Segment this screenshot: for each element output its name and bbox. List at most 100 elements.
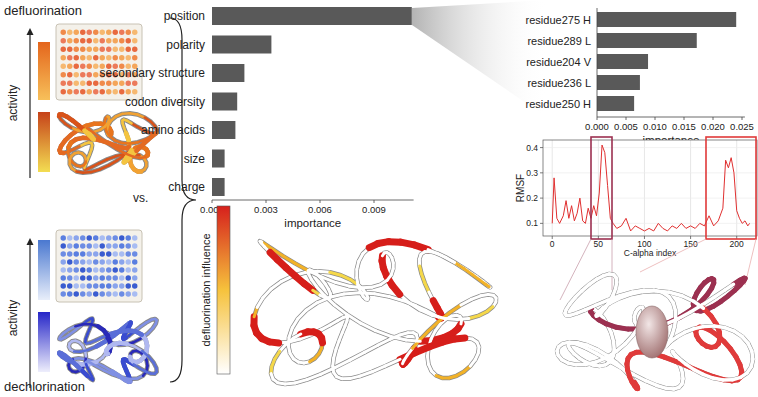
well (119, 251, 124, 256)
bar (212, 93, 237, 111)
color-bar-label: defluorination influence (200, 233, 212, 346)
arrow (29, 243, 30, 388)
protein-segment (295, 263, 308, 270)
protein-segment (321, 325, 330, 330)
rmsf-structure (557, 239, 756, 389)
protein-segment (406, 340, 420, 341)
protein-segment (341, 275, 350, 279)
protein-segment (409, 303, 420, 310)
well (67, 251, 72, 256)
protein-segment (271, 282, 281, 289)
protein-segment (361, 323, 376, 331)
protein-segment (414, 245, 428, 250)
well (113, 38, 118, 43)
bar (212, 36, 271, 54)
protein-segment (122, 378, 131, 379)
well (113, 267, 118, 272)
well (100, 30, 105, 35)
y-tick (540, 172, 543, 173)
well (93, 275, 98, 280)
protein-segment (111, 331, 120, 334)
protein-segment (702, 297, 714, 305)
bar (597, 33, 697, 48)
well (100, 243, 105, 248)
series-group (552, 145, 749, 231)
well (61, 283, 66, 288)
well (126, 243, 131, 248)
protein-segment (100, 165, 109, 169)
protein-segment (335, 305, 347, 314)
protein-segment (694, 301, 704, 308)
ligand-surface (636, 306, 668, 358)
plot-area (543, 140, 757, 236)
well (93, 81, 98, 86)
well (74, 267, 79, 272)
protein-segment (116, 149, 125, 154)
bar (212, 121, 235, 139)
protein-segment (361, 286, 372, 290)
well (67, 38, 72, 43)
well (61, 47, 66, 52)
well (126, 291, 131, 296)
plate-body (56, 24, 142, 100)
well (100, 267, 105, 272)
well (126, 38, 131, 43)
x-tick (742, 117, 743, 120)
well (80, 64, 85, 69)
well (106, 259, 111, 264)
protein-segment (133, 339, 141, 343)
x-tick-label: 50 (594, 239, 604, 249)
protein-segment (107, 143, 116, 149)
protein-segment (85, 127, 88, 130)
protein-segment (678, 312, 690, 319)
x-axis-title: importance (284, 217, 341, 229)
axis-label: activity (6, 85, 20, 122)
well (132, 81, 137, 86)
well (126, 81, 131, 86)
protein-segment (616, 344, 625, 352)
protein-segment (374, 294, 389, 297)
protein-segment (321, 368, 336, 375)
well (74, 251, 79, 256)
well (80, 235, 85, 240)
protein-segment (317, 287, 325, 296)
well (87, 81, 92, 86)
protein-segment (324, 295, 334, 304)
protein-segment (257, 298, 263, 307)
well (113, 47, 118, 52)
well (87, 38, 92, 43)
x-tick (266, 200, 267, 203)
well (100, 55, 105, 60)
well (87, 267, 92, 272)
left-panel: defluorinationdechlorinationvs.activitya… (4, 3, 157, 394)
well (87, 243, 92, 248)
well (106, 38, 111, 43)
well (132, 283, 137, 288)
y-tick (540, 198, 543, 199)
arrow-head (27, 238, 34, 245)
well (113, 259, 118, 264)
category-label: position (164, 9, 205, 23)
well (74, 72, 79, 77)
well (119, 267, 124, 272)
category-label: secondary structure (100, 66, 206, 80)
well (126, 47, 131, 52)
well (119, 55, 124, 60)
well (113, 275, 118, 280)
panel-label: dechlorination (4, 379, 85, 394)
protein-segment (372, 366, 386, 372)
protein-segment (455, 263, 464, 269)
well (74, 30, 79, 35)
well (113, 291, 118, 296)
x-tick (597, 117, 598, 120)
well (100, 251, 105, 256)
protein-segment (295, 380, 307, 383)
protein-segment (330, 272, 341, 275)
x-tick (626, 117, 627, 120)
x-tick-label: 0 (550, 239, 555, 249)
x-tick (655, 117, 656, 120)
bar (597, 12, 736, 27)
y-tick (540, 147, 543, 148)
well (126, 235, 131, 240)
well (100, 81, 105, 86)
